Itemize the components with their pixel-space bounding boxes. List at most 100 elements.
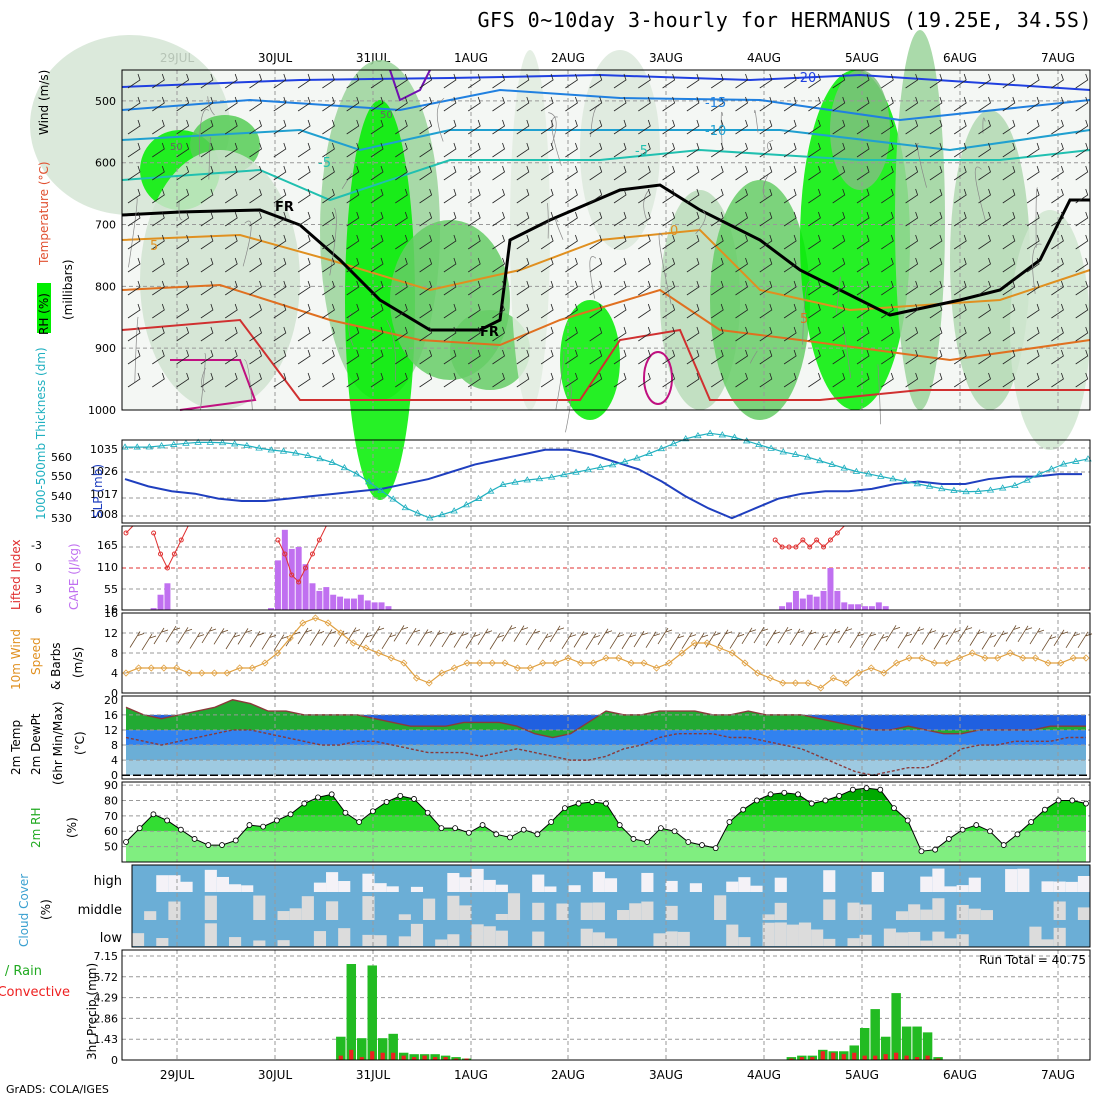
li-marker (309, 551, 315, 557)
wind-tick: 8 (111, 647, 118, 660)
li-line (125, 525, 134, 534)
wind-barb (152, 211, 165, 227)
wind-barb (200, 142, 214, 158)
wind-barb (613, 349, 627, 365)
wind-barb (717, 629, 733, 646)
wind-barb (419, 257, 433, 273)
wind-barb (710, 165, 724, 181)
wind-barb (573, 631, 589, 648)
rh-marker (232, 837, 239, 844)
wind-barb (929, 96, 943, 112)
wind-speed-marker (236, 664, 244, 672)
wind-barb (370, 372, 384, 388)
wind-barb (395, 165, 408, 181)
cloud-cell (1065, 881, 1078, 892)
rh-marker (822, 797, 829, 804)
wind-barb (224, 96, 238, 112)
wind-barb (249, 119, 262, 135)
li-tick: -3 (31, 539, 42, 552)
convective-bar (799, 1057, 804, 1060)
cloud-cell (932, 868, 945, 892)
wind-barb (540, 211, 554, 227)
wind-barb (832, 280, 846, 296)
wind-speed-marker (690, 639, 698, 647)
wind-speed-marker (362, 644, 370, 652)
wind-barb (273, 280, 287, 296)
thickness-marker (182, 439, 190, 446)
wind-barb (419, 280, 433, 296)
wind-barb (1002, 257, 1016, 273)
wind-speed-marker (1019, 654, 1027, 662)
convective-bar (820, 1051, 825, 1060)
wind-speed-marker (842, 679, 850, 687)
cloud-cell (447, 895, 460, 920)
temp-tick: 16 (104, 709, 118, 722)
wind-barb (638, 188, 651, 204)
bottom-day-label: 30JUL (258, 1068, 293, 1082)
thickness-marker (633, 454, 641, 461)
thickness-marker (803, 453, 812, 460)
convective-bar (464, 1058, 469, 1060)
wind-barb (370, 326, 384, 342)
cloud-cell (423, 898, 436, 920)
cloud-level-label: high (94, 874, 122, 889)
rh-contour (877, 364, 881, 425)
wind-barb (613, 372, 627, 388)
cloud-cell (1053, 927, 1066, 946)
cloud-panel: high middle low Cloud Cover (%) (17, 864, 1091, 948)
wind-barb (322, 280, 335, 296)
rh-marker (836, 792, 843, 799)
wind-barb (249, 165, 262, 181)
wind-barb (1002, 73, 1016, 89)
cloud-cell (920, 940, 933, 946)
thickness-marker (291, 449, 300, 456)
cloud-cell (410, 886, 424, 892)
wind-barb (735, 326, 748, 342)
wind-barb (492, 211, 505, 227)
wind-barb (297, 257, 311, 273)
wind-speed-marker (450, 664, 458, 672)
wind-barb (1002, 165, 1016, 181)
wind-barb (589, 73, 603, 89)
rh-tick: 80 (104, 794, 118, 807)
thickness-marker (206, 438, 215, 445)
wind-barb (565, 326, 578, 342)
bottom-day-label: 31JUL (356, 1068, 391, 1082)
li-marker (303, 565, 309, 571)
wind-barb (953, 257, 967, 273)
wind-barb (669, 633, 685, 651)
cape-frame (121, 525, 1091, 611)
rh-shade (950, 110, 1030, 410)
wind-barb (322, 372, 335, 388)
convective-bar (852, 1052, 857, 1060)
wind-barb (176, 372, 190, 388)
wind-barb (856, 188, 870, 204)
wind-barb (381, 632, 397, 650)
wind-barb (443, 211, 457, 227)
cape-bar (337, 596, 344, 610)
wind-barb (467, 349, 481, 365)
wind-barb (1075, 188, 1089, 204)
wind-barb (273, 257, 287, 273)
wind-speed-marker (172, 664, 181, 672)
wind-barb (127, 211, 141, 227)
wind-barb (1026, 96, 1040, 112)
wind-barb (978, 349, 991, 365)
rh-marker (438, 825, 445, 832)
wind-barb (516, 188, 530, 204)
wind-speed-marker (488, 659, 496, 667)
wind-barb (346, 142, 360, 158)
wind-speed-marker (324, 619, 332, 627)
wind-barb (686, 119, 700, 135)
wind-barb (1026, 165, 1040, 181)
cloud-cell (168, 875, 181, 892)
wind-barb (735, 234, 748, 250)
wind-barb (297, 372, 311, 388)
wind-barb (1077, 631, 1093, 649)
wind-barb (759, 326, 773, 342)
convective-bar (925, 1055, 930, 1060)
wind-barb (1075, 234, 1089, 250)
thickness-marker (413, 509, 422, 516)
precip-bar (346, 964, 357, 1060)
wind-barb (297, 627, 313, 645)
